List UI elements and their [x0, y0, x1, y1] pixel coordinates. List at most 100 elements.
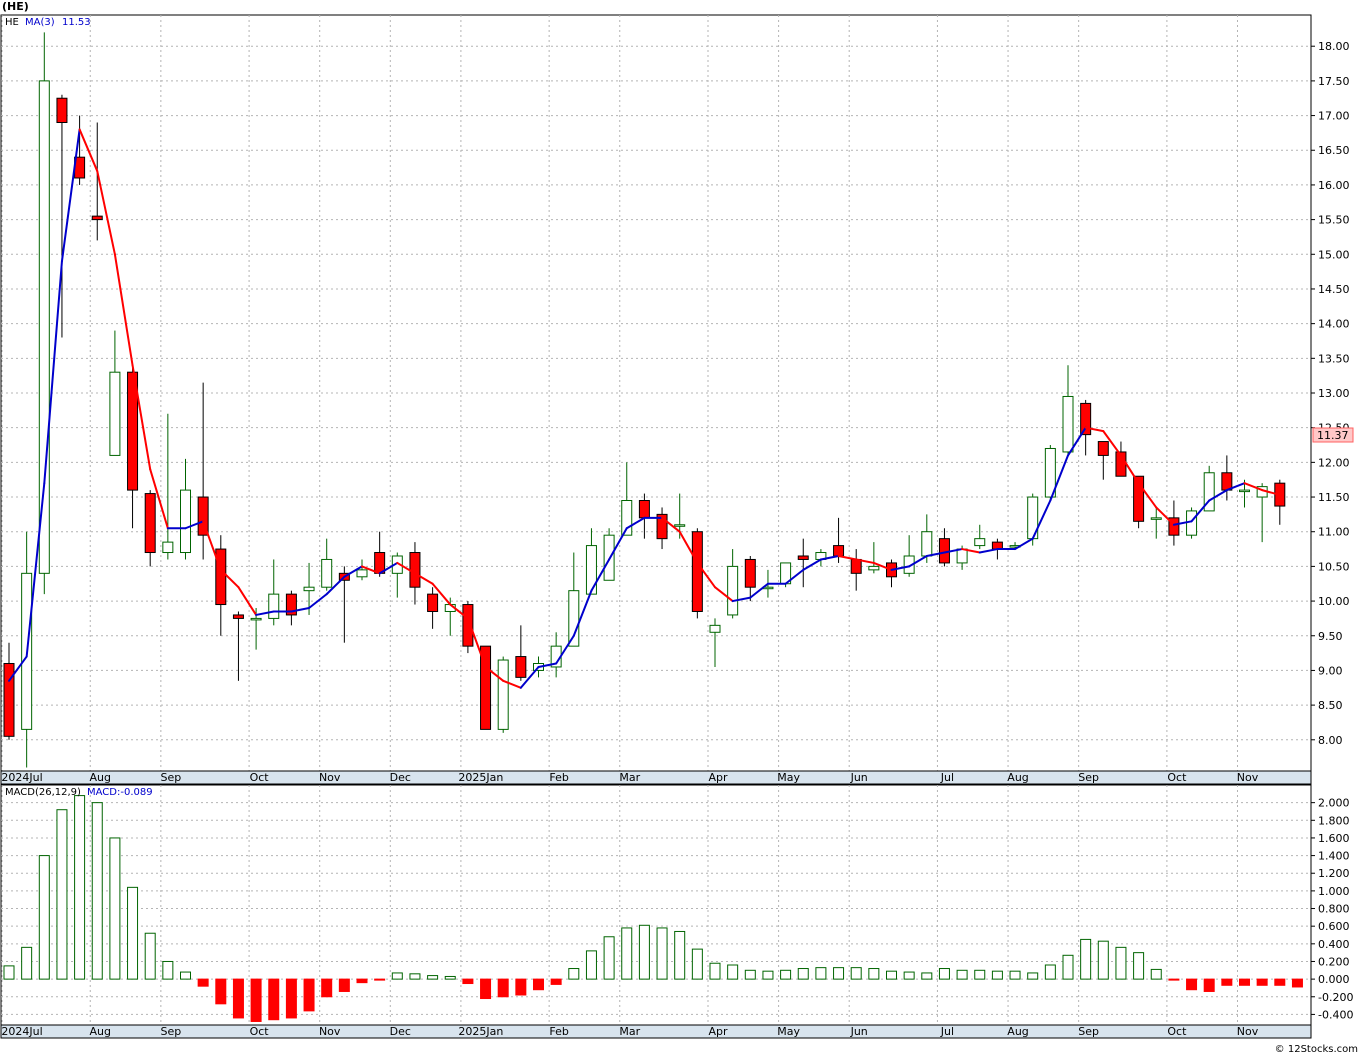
macd-month-label: 2024Jul: [1, 1025, 42, 1038]
ma3-segment: [819, 554, 840, 561]
ma3-segment: [519, 665, 540, 689]
legend-ma-label: MA(3): [25, 17, 55, 28]
ma3-segment: [1190, 499, 1211, 523]
candle-down: [144, 493, 156, 554]
macd-bar-negative: [1256, 978, 1268, 986]
ma3-segment: [466, 617, 487, 668]
macd-month-label: Nov: [319, 1025, 341, 1038]
ma3-segment: [978, 548, 999, 554]
macd-bar-negative: [374, 978, 386, 981]
ma3-segment: [837, 554, 858, 561]
macd-month-label: Sep: [1078, 1025, 1099, 1038]
candle-up: [674, 524, 686, 527]
ma3-segment: [678, 530, 699, 564]
macd-bar-negative: [356, 978, 368, 984]
macd-bar-positive: [1009, 970, 1021, 980]
candle-down: [833, 545, 845, 557]
macd-bar-negative: [338, 978, 350, 992]
macd-panel: [0, 784, 1312, 1026]
macd-tick-label: -0.200: [1318, 991, 1353, 1004]
price-month-label: Nov: [1237, 771, 1259, 784]
price-tick-label: 17.50: [1318, 75, 1350, 88]
macd-tick-label: 0.800: [1318, 903, 1350, 916]
macd-bar-positive: [797, 968, 809, 980]
macd-bar-positive: [38, 855, 50, 980]
ma3-segment: [1208, 489, 1228, 502]
ma3-segment: [590, 558, 611, 592]
ma3-segment: [502, 679, 522, 689]
ma3-segment: [714, 586, 734, 603]
ma3-segment: [731, 596, 752, 603]
macd-tick-label: 2.000: [1318, 797, 1350, 810]
macd-bar-positive: [427, 975, 439, 980]
ma3-segment: [8, 655, 28, 682]
ma3-segment: [555, 634, 575, 665]
candle-down: [1097, 441, 1109, 456]
macd-bar-positive: [921, 972, 933, 980]
legend-ma-value: 11.53: [62, 17, 91, 28]
macd-bar-positive: [144, 932, 156, 980]
macd-bar-negative: [515, 978, 527, 996]
ma3-segment: [431, 582, 452, 606]
macd-bar-negative: [462, 978, 474, 985]
macd-month-label: Jun: [850, 1025, 868, 1038]
last-price-label: 11.37: [1317, 429, 1349, 442]
candle-up: [621, 500, 633, 536]
ma3-segment: [25, 482, 46, 658]
macd-bar-positive: [709, 962, 721, 980]
candle-down: [285, 593, 297, 616]
macd-bar-negative: [1274, 978, 1286, 986]
candle-up: [903, 555, 915, 574]
candle-down: [462, 604, 474, 647]
ma3-segment: [572, 589, 593, 637]
candle-up: [709, 624, 721, 633]
ma3-segment: [943, 548, 964, 554]
ma3-segment: [1067, 426, 1087, 457]
ma3-segment: [290, 607, 311, 613]
ma3-segment: [1172, 520, 1193, 526]
ma3-segment: [184, 520, 205, 530]
macd-month-label: Dec: [390, 1025, 411, 1038]
price-tick-label: 8.50: [1318, 699, 1343, 712]
ma3-segment: [378, 561, 399, 575]
ma3-segment: [78, 128, 99, 173]
ma3-segment: [661, 516, 681, 533]
price-month-label: Jun: [850, 771, 868, 784]
price-tick-label: 18.00: [1318, 40, 1350, 53]
macd-bar-positive: [744, 969, 756, 980]
candle-up: [1186, 510, 1198, 536]
candle-up: [180, 489, 191, 554]
macd-y-axis: -0.400 -0.200 0.000 0.200 0.400 0.600 0.800 1.0…: [1311, 797, 1353, 1021]
macd-bar-positive: [3, 965, 15, 980]
candle-up: [1062, 395, 1074, 453]
macd-bar-negative: [1221, 978, 1233, 986]
candle-up: [497, 659, 509, 730]
candle-down: [56, 97, 68, 124]
price-tick-label: 14.00: [1318, 318, 1350, 331]
price-month-label: Nov: [319, 771, 341, 784]
macd-bar-positive: [603, 936, 615, 980]
macd-tick-label: 1.200: [1318, 867, 1350, 880]
candle-down: [480, 645, 492, 730]
candle-up: [162, 541, 174, 554]
ma3-segment: [1049, 454, 1069, 502]
macd-bar-positive: [109, 837, 121, 980]
macd-bar-positive: [1044, 964, 1056, 980]
macd-value: MACD:-0.089: [87, 787, 153, 798]
ma3-segment: [925, 551, 946, 557]
price-tick-label: 13.00: [1318, 387, 1350, 400]
price-month-label: Jul: [940, 771, 954, 784]
candle-down: [744, 558, 756, 588]
chart-title: (HE): [2, 0, 29, 13]
macd-bar-positive: [91, 802, 103, 980]
candle-down: [691, 531, 703, 612]
ma3-segment: [1102, 430, 1122, 457]
candle-down: [797, 555, 809, 560]
ma3-segment: [1119, 454, 1140, 485]
candle-up: [391, 555, 403, 574]
macd-tick-label: 0.600: [1318, 920, 1350, 933]
candle-up: [268, 593, 280, 619]
ma3-segment: [449, 603, 469, 620]
price-tick-label: 10.50: [1318, 560, 1350, 573]
ma3-segment: [43, 260, 63, 485]
